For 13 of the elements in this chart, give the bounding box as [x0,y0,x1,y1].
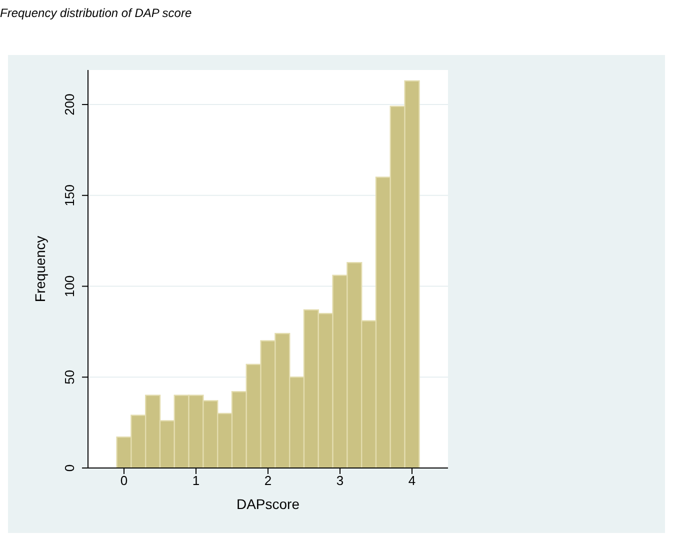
x-tick-label: 3 [336,473,344,488]
y-tick-label: 50 [62,370,77,384]
y-tick-label: 100 [62,275,77,298]
chart-title: Frequency distribution of DAP score [0,6,192,20]
y-tick-label: 150 [62,184,77,206]
x-tick-label: 1 [192,473,200,488]
x-tick-label: 2 [264,473,272,488]
x-tick-label: 4 [408,473,416,488]
x-tick-label: 0 [120,473,128,488]
x-axis-title: DAPscore [236,496,300,512]
y-tick-label: 200 [62,94,77,116]
y-axis-title: Frequency [32,236,48,302]
y-tick-label: 0 [62,464,77,472]
